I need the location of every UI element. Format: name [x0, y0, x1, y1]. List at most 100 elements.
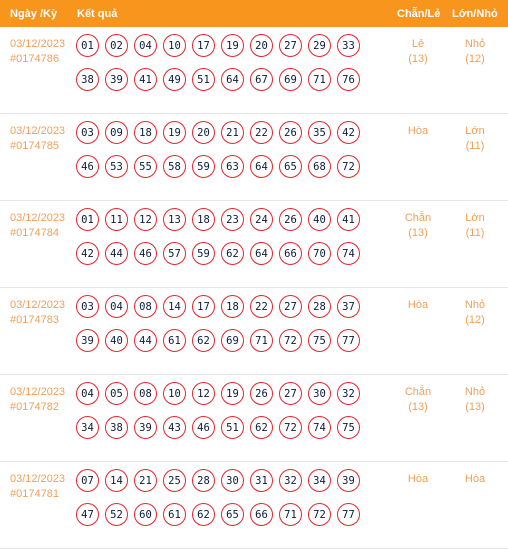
parity-cell: Lẻ (13) [393, 37, 443, 67]
number-ball: 72 [308, 503, 331, 526]
number-ball: 68 [308, 155, 331, 178]
number-ball: 61 [163, 329, 186, 352]
number-ball: 46 [76, 155, 99, 178]
number-ball: 32 [337, 382, 360, 405]
number-ball: 03 [76, 295, 99, 318]
draw-date: 03/12/2023 [10, 125, 66, 137]
number-ball: 04 [134, 34, 157, 57]
number-ball: 03 [76, 121, 99, 144]
parity-value: Chẵn [404, 386, 432, 398]
size-count: (12) [465, 314, 485, 326]
result-numbers: 03 04 08 14 17 18 22 27 28 37 39 40 44 61 62 69 71 72 75 77 [76, 295, 366, 352]
number-ball: 72 [337, 155, 360, 178]
parity-cell: Chẵn (13) [393, 211, 443, 241]
draw-date-cell: 03/12/2023 #0174786 [10, 37, 65, 67]
table-row: 03/12/2023 #0174782 04 05 08 10 12 19 26 27 30 32 34… [0, 375, 508, 462]
number-ball: 21 [134, 469, 157, 492]
number-ball: 27 [279, 295, 302, 318]
parity-value: Hòa [407, 473, 429, 485]
number-ball: 69 [221, 329, 244, 352]
number-ball: 17 [192, 34, 215, 57]
number-ball: 24 [250, 208, 273, 231]
number-ball: 59 [192, 155, 215, 178]
number-ball: 31 [250, 469, 273, 492]
number-ball: 61 [163, 503, 186, 526]
number-ball: 67 [250, 68, 273, 91]
number-ball: 63 [221, 155, 244, 178]
header-date: Ngày /Kỳ [10, 8, 58, 20]
table-row: 03/12/2023 #0174786 01 02 04 10 17 19 20 27 29 33 38… [0, 27, 508, 114]
number-ball: 64 [221, 68, 244, 91]
table-header: Ngày /Kỳ Kết quả Chẵn/Lẻ Lớn/Nhỏ [0, 0, 508, 27]
number-ball: 43 [163, 416, 186, 439]
number-ball: 22 [250, 121, 273, 144]
number-ball: 28 [308, 295, 331, 318]
number-ball: 02 [105, 34, 128, 57]
number-ball: 22 [250, 295, 273, 318]
number-ball: 04 [105, 295, 128, 318]
number-ball: 05 [105, 382, 128, 405]
number-ball: 71 [279, 503, 302, 526]
number-ball: 62 [221, 242, 244, 265]
number-ball: 04 [76, 382, 99, 405]
number-ball: 51 [221, 416, 244, 439]
draw-date-cell: 03/12/2023 #0174783 [10, 298, 65, 328]
size-value: Nhỏ [464, 299, 486, 311]
draw-date-cell: 03/12/2023 #0174784 [10, 211, 65, 241]
draw-date-cell: 03/12/2023 #0174781 [10, 472, 65, 502]
parity-cell: Hòa [393, 124, 443, 139]
table-body: 03/12/2023 #0174786 01 02 04 10 17 19 20 27 29 33 38… [0, 27, 508, 549]
draw-id: #0174786 [10, 53, 59, 65]
number-ball: 19 [221, 382, 244, 405]
number-ball: 25 [163, 469, 186, 492]
number-ball: 38 [76, 68, 99, 91]
number-ball: 18 [134, 121, 157, 144]
number-ball: 65 [221, 503, 244, 526]
number-ball: 64 [250, 155, 273, 178]
number-ball: 70 [308, 242, 331, 265]
parity-count: (13) [408, 401, 428, 413]
table-row: 03/12/2023 #0174783 03 04 08 14 17 18 22 27 28 37 39… [0, 288, 508, 375]
number-ball: 39 [105, 68, 128, 91]
number-ball: 76 [337, 68, 360, 91]
number-ball: 33 [337, 34, 360, 57]
number-ball: 66 [250, 503, 273, 526]
number-ball: 01 [76, 34, 99, 57]
size-value: Nhỏ [464, 386, 486, 398]
draw-date-cell: 03/12/2023 #0174782 [10, 385, 65, 415]
number-ball: 23 [221, 208, 244, 231]
draw-date-cell: 03/12/2023 #0174785 [10, 124, 65, 154]
table-row: 03/12/2023 #0174781 07 14 21 25 28 30 31 32 34 39 47… [0, 462, 508, 549]
number-ball: 75 [337, 416, 360, 439]
number-ball: 41 [134, 68, 157, 91]
draw-id: #0174783 [10, 314, 59, 326]
number-ball: 30 [221, 469, 244, 492]
number-ball: 12 [192, 382, 215, 405]
number-ball: 74 [337, 242, 360, 265]
parity-count: (13) [408, 53, 428, 65]
number-ball: 71 [250, 329, 273, 352]
number-ball: 51 [192, 68, 215, 91]
number-ball: 62 [250, 416, 273, 439]
number-ball: 69 [279, 68, 302, 91]
number-ball: 19 [163, 121, 186, 144]
result-numbers: 03 09 18 19 20 21 22 26 35 42 46 53 55 58 59 63 64 65 68 72 [76, 121, 366, 178]
number-ball: 72 [279, 329, 302, 352]
parity-count: (13) [408, 227, 428, 239]
number-ball: 75 [308, 329, 331, 352]
size-value: Hòa [464, 473, 486, 485]
size-cell: Lớn (11) [450, 124, 500, 154]
number-ball: 38 [105, 416, 128, 439]
header-size: Lớn/Nhỏ [452, 8, 498, 20]
size-value: Nhỏ [464, 38, 486, 50]
number-ball: 01 [76, 208, 99, 231]
number-ball: 14 [105, 469, 128, 492]
draw-date: 03/12/2023 [10, 212, 66, 224]
draw-id: #0174781 [10, 488, 59, 500]
number-ball: 18 [221, 295, 244, 318]
number-ball: 28 [192, 469, 215, 492]
draw-id: #0174785 [10, 140, 59, 152]
number-ball: 72 [279, 416, 302, 439]
number-ball: 27 [279, 34, 302, 57]
